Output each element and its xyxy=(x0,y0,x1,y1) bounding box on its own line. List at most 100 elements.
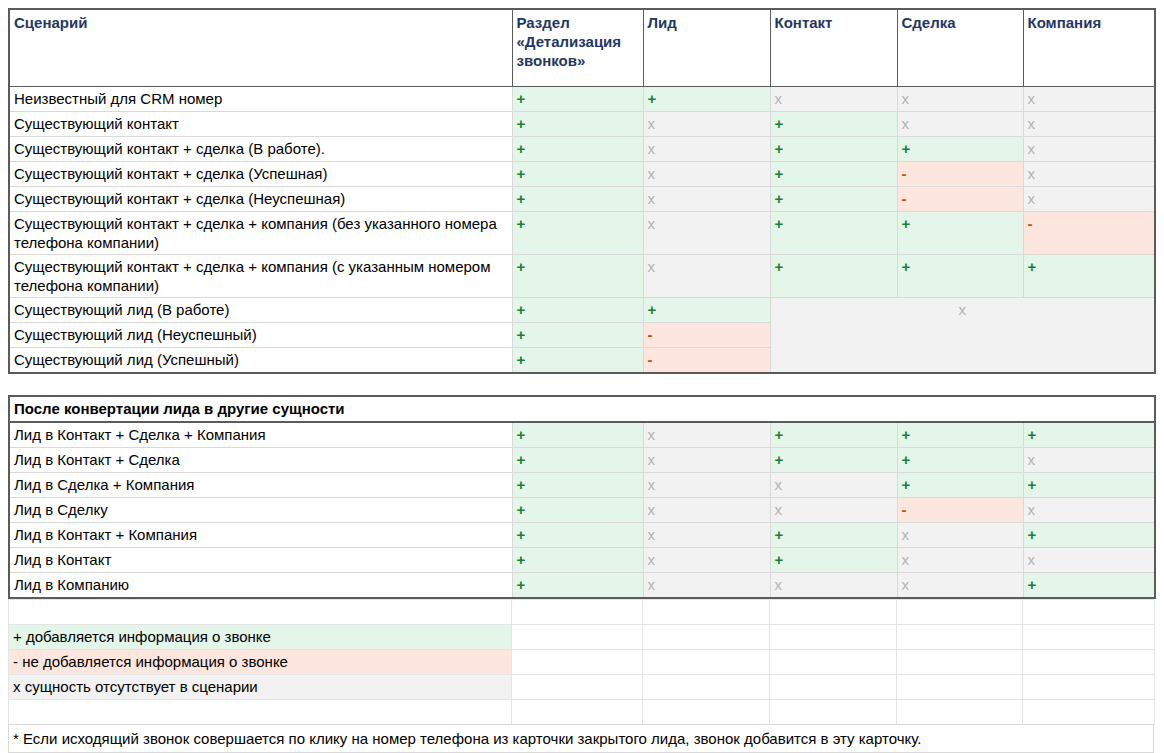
empty-cell xyxy=(1023,650,1155,675)
spreadsheet-page: СценарийРаздел «Детализация звонков»ЛидК… xyxy=(0,0,1164,753)
value-cell: x xyxy=(1023,187,1155,212)
empty-cell xyxy=(512,675,643,700)
empty-cell xyxy=(897,700,1023,725)
empty-cell xyxy=(770,700,897,725)
legend-label: + добавляется информация о звонке xyxy=(9,625,512,650)
empty-cell xyxy=(512,650,643,675)
value-cell: + xyxy=(512,255,643,298)
value-cell: x xyxy=(1023,162,1155,187)
table-row: Существующий контакт + сделка (Неуспешна… xyxy=(9,187,1155,212)
value-cell: + xyxy=(770,162,897,187)
scenario-label: Лид в Контакт xyxy=(9,548,512,573)
value-cell: x xyxy=(643,137,770,162)
table-row: Существующий лид (В работе)++x xyxy=(9,298,1155,323)
value-cell: + xyxy=(512,298,643,323)
empty-grid-row xyxy=(9,600,1155,625)
value-cell: + xyxy=(770,422,897,448)
scenario-label: Существующий лид (Успешный) xyxy=(9,348,512,374)
scenario-label: Существующий лид (В работе) xyxy=(9,298,512,323)
value-cell: + xyxy=(770,448,897,473)
value-cell: + xyxy=(1023,573,1155,599)
scenario-label: Лид в Сделку xyxy=(9,498,512,523)
column-header: Сценарий xyxy=(9,9,512,87)
value-cell: - xyxy=(643,348,770,374)
value-cell: x xyxy=(643,573,770,599)
value-cell: + xyxy=(512,498,643,523)
scenario-label: Существующий контакт + сделка (В работе)… xyxy=(9,137,512,162)
empty-cell xyxy=(897,650,1023,675)
table-row: Лид в Компанию+xxx+ xyxy=(9,573,1155,599)
value-cell: - xyxy=(897,162,1023,187)
legend-row: + добавляется информация о звонке xyxy=(9,625,1155,650)
empty-cell xyxy=(897,675,1023,700)
column-header: Лид xyxy=(643,9,770,87)
empty-grid-row xyxy=(9,700,1155,725)
value-cell: + xyxy=(512,473,643,498)
scenario-label: Существующий контакт xyxy=(9,112,512,137)
value-cell: x xyxy=(1023,137,1155,162)
scenario-label: Лид в Компанию xyxy=(9,573,512,599)
value-cell: + xyxy=(1023,422,1155,448)
value-cell: - xyxy=(643,323,770,348)
value-cell: + xyxy=(512,187,643,212)
section-header-row: После конвертации лида в другие сущности xyxy=(9,396,1155,422)
value-cell: x xyxy=(770,498,897,523)
conversion-table: После конвертации лида в другие сущности… xyxy=(8,395,1156,599)
empty-cell xyxy=(1023,625,1155,650)
scenario-label: Лид в Сделка + Компания xyxy=(9,473,512,498)
value-cell: + xyxy=(512,112,643,137)
section-title: После конвертации лида в другие сущности xyxy=(9,396,1155,422)
value-cell: x xyxy=(1023,548,1155,573)
value-cell: + xyxy=(897,473,1023,498)
value-cell: + xyxy=(512,422,643,448)
empty-cell xyxy=(1023,700,1155,725)
value-cell: x xyxy=(643,112,770,137)
empty-cell xyxy=(1023,600,1155,625)
value-cell: x xyxy=(643,498,770,523)
header-row: СценарийРаздел «Детализация звонков»ЛидК… xyxy=(9,9,1155,87)
table-row: Существующий контакт + сделка + компания… xyxy=(9,255,1155,298)
empty-cell xyxy=(770,650,897,675)
value-cell: + xyxy=(643,298,770,323)
value-cell: + xyxy=(512,573,643,599)
column-header: Раздел «Детализация звонков» xyxy=(512,9,643,87)
value-cell: x xyxy=(643,523,770,548)
value-cell: x xyxy=(897,523,1023,548)
scenarios-tbody: Неизвестный для CRM номер++xxxСуществующ… xyxy=(9,87,1155,374)
table-row: Лид в Сделку+xx-x xyxy=(9,498,1155,523)
empty-cell xyxy=(643,650,770,675)
value-cell: + xyxy=(770,548,897,573)
empty-cell xyxy=(897,625,1023,650)
legend-table: + добавляется информация о звонке- не до… xyxy=(8,599,1155,725)
empty-cell xyxy=(512,700,643,725)
legend-row: - не добавляется информация о звонке xyxy=(9,650,1155,675)
value-cell: x xyxy=(1023,448,1155,473)
value-cell: x xyxy=(643,212,770,255)
table-row: Неизвестный для CRM номер++xxx xyxy=(9,87,1155,112)
value-cell: + xyxy=(770,523,897,548)
value-cell: - xyxy=(897,498,1023,523)
scenario-label: Существующий контакт + сделка + компания… xyxy=(9,212,512,255)
value-cell: + xyxy=(1023,255,1155,298)
scenario-label: Существующий контакт + сделка + компания… xyxy=(9,255,512,298)
scenario-label: Неизвестный для CRM номер xyxy=(9,87,512,112)
value-cell: + xyxy=(897,255,1023,298)
table-row: Лид в Контакт + Сделка+x++x xyxy=(9,448,1155,473)
value-cell: x xyxy=(897,573,1023,599)
column-header: Сделка xyxy=(897,9,1023,87)
table-row: Лид в Контакт+x+xx xyxy=(9,548,1155,573)
empty-cell xyxy=(770,600,897,625)
value-cell: + xyxy=(770,187,897,212)
value-cell: x xyxy=(643,448,770,473)
value-cell: + xyxy=(512,87,643,112)
value-cell: x xyxy=(643,422,770,448)
table-row: Лид в Контакт + Компания+x+x+ xyxy=(9,523,1155,548)
value-cell: x xyxy=(897,87,1023,112)
merged-absent-cell: x xyxy=(770,298,1155,374)
value-cell: x xyxy=(643,162,770,187)
value-cell: + xyxy=(897,212,1023,255)
value-cell: x xyxy=(643,187,770,212)
value-cell: - xyxy=(1023,212,1155,255)
value-cell: x xyxy=(1023,87,1155,112)
conversion-tbody: После конвертации лида в другие сущности… xyxy=(9,396,1155,598)
